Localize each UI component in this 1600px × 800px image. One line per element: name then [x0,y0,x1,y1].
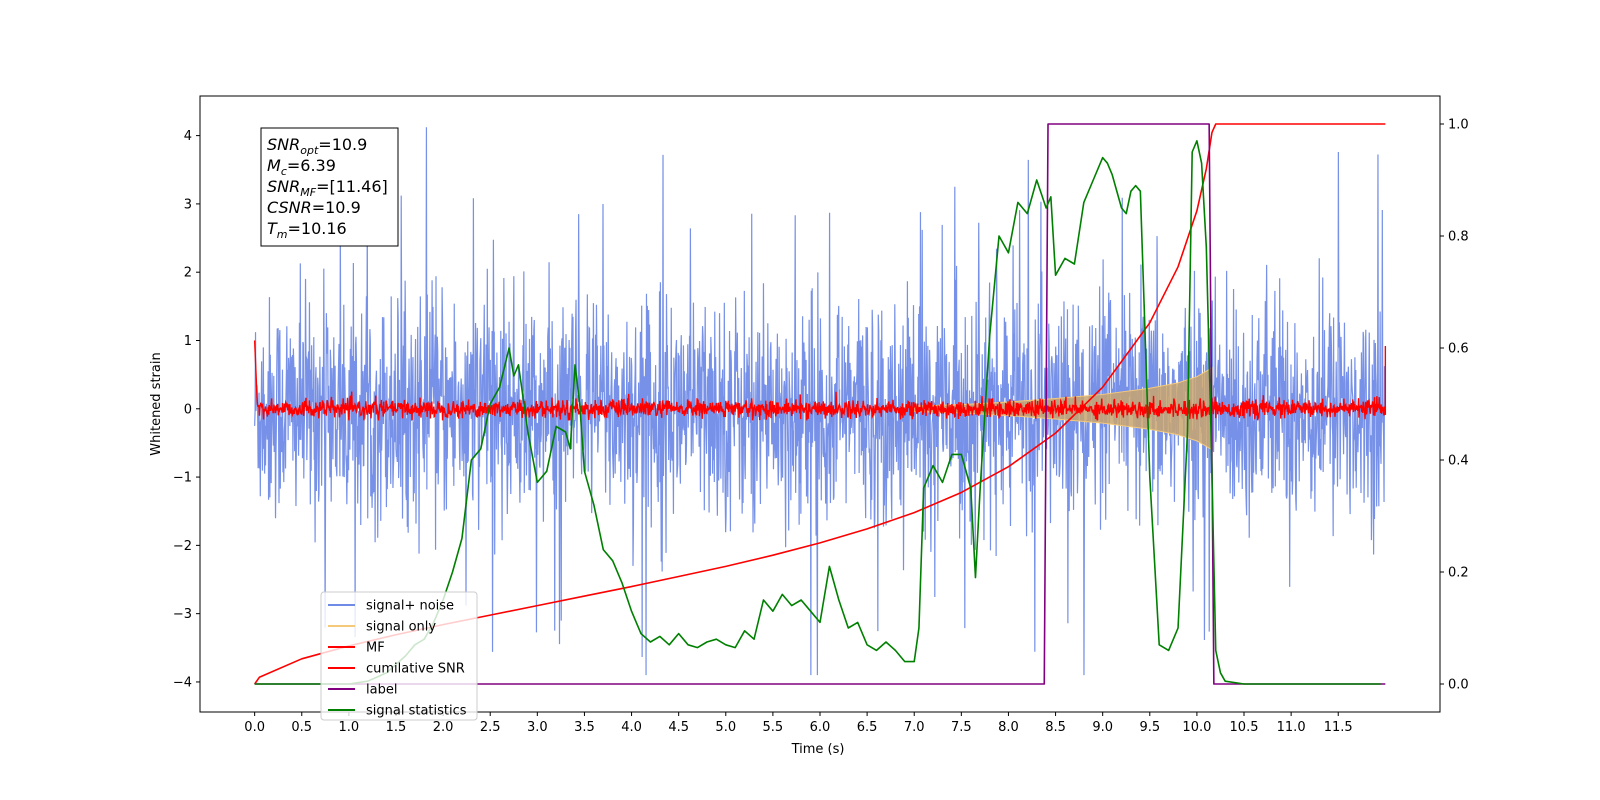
x-tick-label: 9.5 [1139,720,1160,735]
x-tick-label: 4.5 [668,720,689,735]
y2-tick-label: 0.2 [1448,566,1469,581]
legend-label: signal+ noise [366,599,454,614]
y-tick-label: −1 [173,471,192,486]
x-tick-label: 3.0 [527,720,548,735]
legend-label: MF [366,641,385,656]
annotation-line: SNRopt=10.9 [267,135,367,157]
y-tick-label: 4 [184,129,192,144]
y-tick-label: −4 [173,675,192,690]
x-tick-label: 3.5 [574,720,595,735]
y2-tick-label: 0.6 [1448,342,1469,357]
x-tick-label: 9.0 [1092,720,1113,735]
y2-tick-label: 0.4 [1448,454,1469,469]
annotation-box: SNRopt=10.9Mc=6.39SNRMF=[11.46]CSNR=10.9… [260,127,399,247]
legend-label: signal only [366,620,436,635]
x-tick-label: 8.5 [1045,720,1066,735]
y-tick-label: −3 [173,607,192,622]
x-tick-label: 6.0 [810,720,831,735]
y-tick-label: 3 [184,197,192,212]
y-tick-label: 2 [184,266,192,281]
series-mf-line [253,340,1387,421]
annotation-line: Mc=6.39 [267,156,336,178]
legend-label: cumilative SNR [366,662,465,677]
y2-axis: 0.0 0.2 0.4 0.6 0.8 1.0 [1440,118,1469,693]
y-tick-label: 0 [184,402,192,417]
legend-frame [320,591,478,721]
x-tick-label: 10.0 [1182,720,1211,735]
x-tick-label: 10.5 [1230,720,1259,735]
y-tick-label: −2 [173,539,192,554]
x-tick-label: 6.5 [857,720,878,735]
x-tick-label: 2.5 [480,720,501,735]
x-tick-label: 4.0 [621,720,642,735]
x-tick-label: 2.0 [433,720,454,735]
x-tick-label: 0.5 [291,720,312,735]
x-axis-title: Time (s) [791,742,845,757]
legend-label: label [366,683,397,698]
annotation-line: Tm=10.16 [267,219,347,241]
x-tick-label: 8.0 [998,720,1019,735]
y-axis: −4 −3 −2 −1 0 1 2 3 4 [173,129,200,690]
legend: signal+ noise signal only MF cumilative SNR… [320,591,478,721]
x-tick-label: 0.0 [244,720,265,735]
x-tick-label: 11.5 [1324,720,1353,735]
legend-items: signal+ noise signal only MF cumilative SNR… [328,599,467,719]
x-tick-label: 11.0 [1277,720,1306,735]
x-axis: 0.0 0.5 1.0 1.5 2.0 2.5 3.0 3.5 4.0 4.5 5.0 5.5 6.0 6… [244,712,1353,735]
y2-tick-label: 0.8 [1448,230,1469,245]
annotation-line: CSNR=10.9 [267,198,361,217]
annotation-frame [260,127,399,247]
x-tick-label: 1.5 [386,720,407,735]
y-axis-title: Whitened strain [149,352,164,455]
x-tick-label: 1.0 [339,720,360,735]
y-tick-label: 1 [184,334,192,349]
y2-tick-label: 1.0 [1448,118,1469,133]
y2-tick-label: 0.0 [1448,678,1469,693]
x-tick-label: 7.0 [904,720,925,735]
legend-label: signal statistics [366,704,467,719]
x-tick-label: 7.5 [951,720,972,735]
annotation-line: SNRMF=[11.46] [267,177,388,199]
annotation-lines: SNRopt=10.9Mc=6.39SNRMF=[11.46]CSNR=10.9… [267,135,388,241]
series-signal-statistics-line [254,140,1381,685]
x-tick-label: 5.5 [763,720,784,735]
x-tick-label: 5.0 [715,720,736,735]
